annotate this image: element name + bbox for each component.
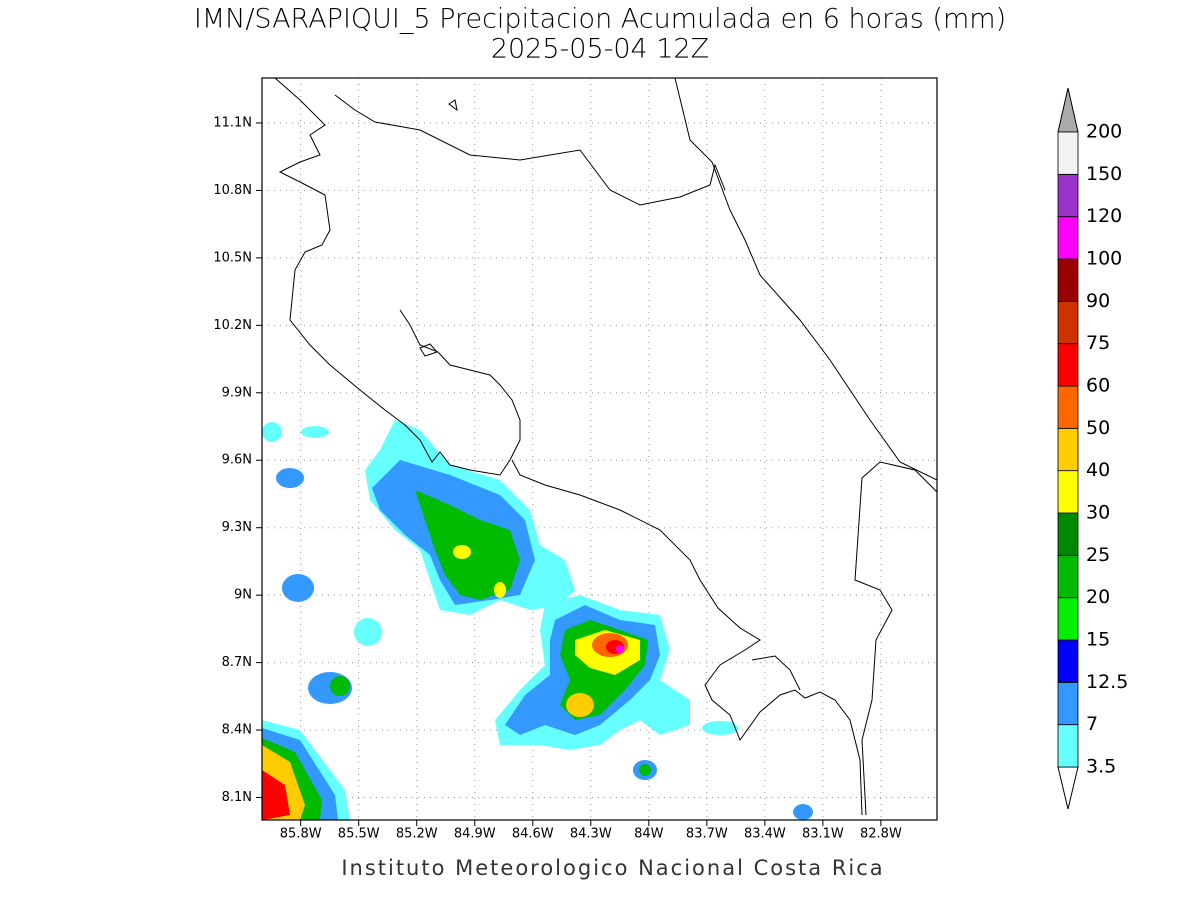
map xyxy=(262,78,937,820)
colorbar-box xyxy=(1057,597,1079,641)
map-frame xyxy=(261,77,938,821)
x-tick-label: 82.8W xyxy=(860,827,902,842)
y-tick-label: 10.8N xyxy=(213,183,252,198)
colorbar-label: 20 xyxy=(1086,586,1110,608)
colorbar-box xyxy=(1057,216,1079,260)
colorbar-box xyxy=(1057,512,1079,556)
colorbar-label: 50 xyxy=(1086,417,1110,439)
colorbar-over xyxy=(1057,87,1079,133)
colorbar-box xyxy=(1057,343,1079,387)
colorbar-label: 3.5 xyxy=(1086,756,1116,778)
x-tick-label: 85.8W xyxy=(280,827,322,842)
colorbar-box xyxy=(1057,724,1079,768)
colorbar: 3.5 7 12.5 15 20 25 30 40 50 60 75 90 100 120 150 200 xyxy=(1057,87,1128,810)
colorbar-box xyxy=(1057,258,1079,302)
colorbar-label: 40 xyxy=(1086,459,1110,481)
colorbar-label: 15 xyxy=(1086,629,1110,651)
y-tick-label: 10.2N xyxy=(213,318,252,333)
x-tick-label: 84W xyxy=(634,827,664,842)
colorbar-under xyxy=(1057,766,1079,810)
colorbar-box xyxy=(1057,554,1079,599)
title: IMN/SARAPIQUI_5 Precipitacion Acumulada … xyxy=(194,4,1006,35)
x-tick-label: 84.3W xyxy=(570,827,612,842)
x-tick-label: 85.5W xyxy=(338,827,380,842)
x-tick-label: 83.4W xyxy=(744,827,786,842)
colorbar-box xyxy=(1057,173,1079,218)
colorbar-label: 90 xyxy=(1086,290,1110,312)
colorbar-label: 25 xyxy=(1086,544,1110,566)
y-tick-label: 9.3N xyxy=(222,520,252,535)
colorbar-label: 30 xyxy=(1086,502,1110,524)
colorbar-label: 60 xyxy=(1086,375,1110,397)
colorbar-box xyxy=(1057,385,1079,429)
x-tick-label: 84.9W xyxy=(454,827,496,842)
x-tick-label: 83.1W xyxy=(802,827,844,842)
y-tick-label: 11.1N xyxy=(213,115,252,130)
colorbar-box xyxy=(1057,300,1079,345)
y-tick-label: 8.4N xyxy=(222,723,252,738)
x-tick-label: 83.7W xyxy=(686,827,728,842)
credit: Instituto Meteorologico Nacional Costa R… xyxy=(341,856,884,880)
y-tick-label: 9.6N xyxy=(222,453,252,468)
colorbar-label: 200 xyxy=(1086,121,1122,143)
colorbar-label: 12.5 xyxy=(1086,671,1128,693)
colorbar-box xyxy=(1057,131,1079,175)
colorbar-box xyxy=(1057,427,1079,472)
colorbar-label: 100 xyxy=(1086,248,1122,270)
colorbar-box xyxy=(1057,470,1079,514)
colorbar-label: 120 xyxy=(1086,205,1122,227)
subtitle: 2025-05-04 12Z xyxy=(491,34,709,65)
precip-field xyxy=(262,420,813,820)
y-tick-label: 8.1N xyxy=(222,790,252,805)
colorbar-label: 7 xyxy=(1086,713,1098,735)
y-tick-label: 9.9N xyxy=(222,385,252,400)
colorbar-label: 75 xyxy=(1086,332,1110,354)
axes: 85.8W 85.5W 85.2W 84.9W 84.6W 84.3W 84W 83.7W 83… xyxy=(213,115,902,841)
colorbar-box xyxy=(1057,639,1079,683)
colorbar-box xyxy=(1057,681,1079,726)
y-tick-label: 10.5N xyxy=(213,250,252,265)
x-tick-label: 84.6W xyxy=(512,827,554,842)
y-tick-label: 8.7N xyxy=(222,655,252,670)
colorbar-label: 150 xyxy=(1086,163,1122,185)
y-tick-label: 9N xyxy=(234,588,252,603)
x-tick-label: 85.2W xyxy=(396,827,438,842)
